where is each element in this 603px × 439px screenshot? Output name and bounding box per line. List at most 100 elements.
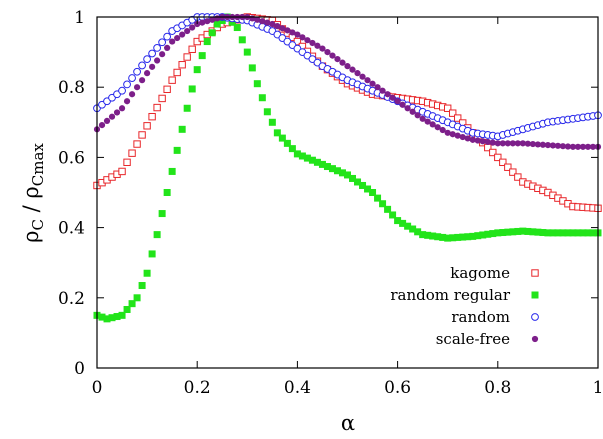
data-point [414, 228, 422, 236]
data-point [258, 94, 266, 102]
data-point [323, 163, 331, 171]
data-point [304, 37, 311, 44]
data-point [564, 143, 572, 150]
data-point [559, 229, 567, 237]
data-point [118, 86, 126, 95]
data-point [279, 25, 286, 32]
data-point [154, 57, 161, 64]
data-point [434, 124, 441, 131]
data-point [103, 117, 111, 124]
data-point [149, 63, 156, 70]
y-axis-title-sub-cmax: Cmax [29, 143, 47, 187]
data-point [544, 229, 552, 237]
data-point [479, 138, 486, 145]
x-axis-title: α [341, 411, 355, 435]
data-point [494, 229, 502, 237]
data-point [429, 121, 436, 128]
data-point [138, 131, 146, 139]
data-point [494, 140, 501, 147]
data-point [514, 227, 522, 235]
legend: kagome random regular random scale-free [390, 264, 539, 348]
legend-marker [531, 269, 539, 277]
data-point [394, 98, 401, 105]
data-point [338, 169, 346, 177]
data-point [199, 19, 206, 26]
data-point [359, 181, 367, 189]
x-tick-label: 0 [92, 378, 103, 398]
data-point [404, 105, 411, 112]
data-point [113, 109, 121, 116]
data-point [569, 229, 577, 237]
data-point [379, 200, 387, 208]
data-point [253, 80, 261, 88]
legend-marker [531, 335, 539, 343]
data-point [103, 315, 111, 323]
data-point [434, 233, 442, 241]
data-point [148, 49, 157, 58]
data-point [128, 300, 136, 308]
data-point [309, 39, 316, 47]
data-point [529, 140, 536, 148]
data-point [158, 210, 166, 218]
data-point [464, 233, 472, 241]
data-point [329, 52, 336, 59]
data-point [123, 80, 131, 89]
data-point [449, 109, 457, 117]
data-point [143, 55, 152, 64]
data-point [474, 232, 482, 240]
data-point [263, 108, 271, 116]
legend-label: scale-free [436, 330, 510, 348]
data-point [419, 115, 426, 122]
data-point [374, 194, 382, 202]
data-point [298, 152, 306, 160]
legend-label: kagome [450, 264, 510, 282]
x-tick-label: 0.4 [284, 378, 311, 398]
data-point [178, 61, 186, 69]
data-point [284, 27, 291, 34]
data-point [359, 73, 366, 80]
data-point [334, 56, 341, 63]
data-point [163, 189, 171, 196]
data-point [188, 45, 196, 53]
data-point [268, 118, 276, 126]
data-point [384, 91, 391, 98]
data-point [424, 231, 432, 239]
data-point [133, 84, 141, 91]
data-point [123, 98, 131, 105]
data-point [564, 229, 572, 237]
data-point [283, 139, 291, 147]
data-point [163, 32, 172, 41]
data-point [158, 94, 166, 103]
data-point [424, 118, 431, 125]
data-point [454, 233, 462, 241]
data-point [524, 140, 531, 147]
data-point [189, 24, 196, 31]
data-point [459, 133, 466, 141]
y-tick-label: 0 [74, 359, 85, 379]
data-point [449, 131, 456, 138]
data-point [289, 29, 296, 36]
data-point [203, 38, 211, 46]
data-point [213, 20, 221, 28]
data-point [259, 18, 266, 25]
data-point [108, 113, 116, 120]
data-point [143, 269, 151, 277]
data-point [504, 140, 511, 147]
data-point [369, 189, 377, 196]
data-point [163, 85, 171, 94]
y-axis-title-sub-c: C [29, 219, 47, 230]
data-point [449, 234, 457, 242]
data-point [178, 125, 186, 133]
data-point [294, 31, 301, 38]
data-point [273, 129, 281, 137]
data-point [514, 173, 522, 181]
data-point [464, 135, 471, 142]
data-point [138, 61, 146, 70]
legend-marker [531, 291, 539, 299]
data-point [328, 165, 336, 173]
data-point [339, 59, 346, 66]
data-point [138, 282, 146, 290]
data-point [519, 227, 527, 235]
data-point [584, 143, 592, 150]
